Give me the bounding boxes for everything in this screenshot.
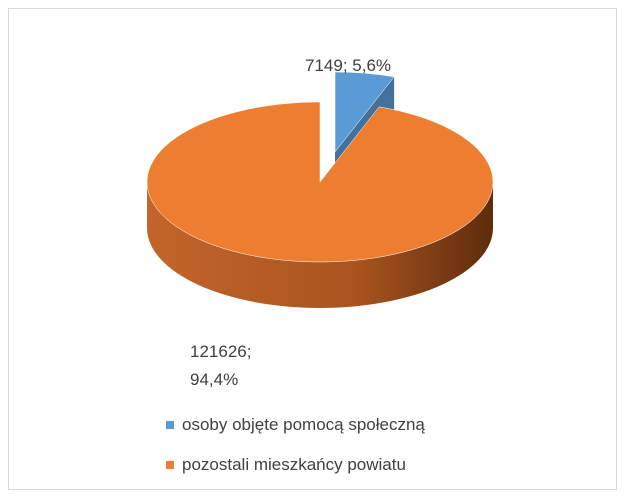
- legend-item: pozostali mieszkańcy powiatu: [166, 455, 406, 475]
- legend-item: osoby objęte pomocą społeczną: [166, 415, 425, 435]
- legend-label: pozostali mieszkańcy powiatu: [182, 455, 406, 474]
- slice-side: [147, 182, 493, 308]
- data-label: 7149; 5,6%: [305, 56, 392, 75]
- legend-label: osoby objęte pomocą społeczną: [182, 415, 425, 434]
- slice: [334, 71, 395, 153]
- legend-swatch: [166, 421, 174, 429]
- legend-swatch: [166, 461, 174, 469]
- slice: [146, 101, 494, 263]
- data-label: 121626; 94,4%: [190, 342, 252, 389]
